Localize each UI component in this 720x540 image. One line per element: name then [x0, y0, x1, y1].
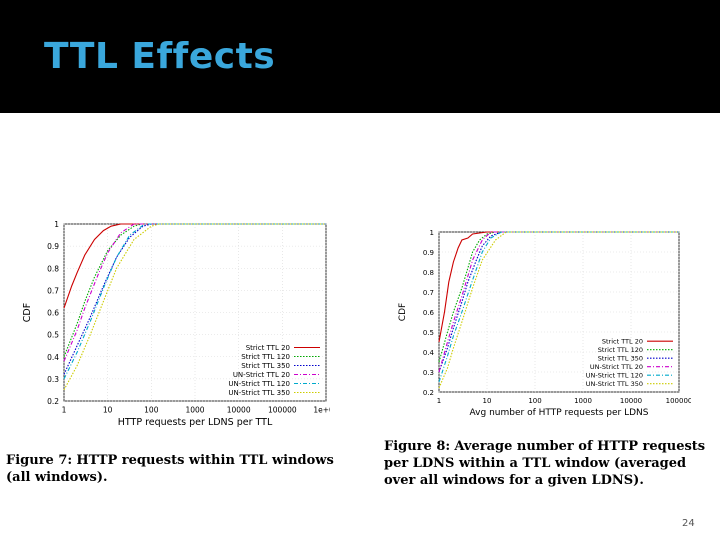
chart1-legend-label-2: Strict TTL 350 — [241, 362, 290, 370]
chart1-series-3-line — [63, 223, 326, 362]
chart1-ytick-label-5: 0.7 — [47, 286, 59, 295]
chart1-legend-label-1: Strict TTL 120 — [241, 353, 290, 361]
chart2-ylabel: CDF — [398, 303, 408, 321]
chart1-xtick-label-1: 10 — [103, 406, 113, 415]
chart1-legend-label-5: UN-Strict TTL 350 — [228, 389, 290, 397]
chart1-series-5-line — [63, 223, 326, 391]
figure7-caption: Figure 7: HTTP requests within TTL windo… — [6, 452, 358, 486]
chart1-xtick-label-0: 1 — [62, 406, 67, 415]
chart2-legend-label-5: UN-Strict TTL 350 — [586, 380, 643, 388]
chart1-ytick-label-2: 0.4 — [47, 353, 59, 362]
chart2-xlabel: Avg number of HTTP requests per LDNS — [470, 408, 649, 418]
chart2-xtick-label-3: 1000 — [574, 397, 592, 405]
chart1-ytick-label-6: 0.8 — [47, 264, 59, 273]
chart1-ytick-label-4: 0.6 — [47, 309, 59, 318]
chart2-legend-label-0: Strict TTL 20 — [602, 338, 643, 346]
chart2-ytick-label-5: 0.7 — [423, 289, 434, 297]
chart1-ytick-label-7: 0.9 — [47, 242, 59, 251]
chart1-ylabel: CDF — [22, 303, 33, 322]
chart1-ytick-label-1: 0.3 — [47, 375, 59, 384]
figure7-caption-text: HTTP requests within TTL windows (all wi… — [6, 453, 334, 485]
figure7-caption-label: Figure 7: — [6, 453, 73, 468]
chart2-legend-label-4: UN-Strict TTL 120 — [586, 372, 643, 380]
chart2-ytick-label-6: 0.8 — [423, 269, 434, 277]
chart2-xtick-label-0: 1 — [437, 397, 441, 405]
chart2-xtick-label-4: 10000 — [620, 397, 642, 405]
chart2-ytick-label-3: 0.5 — [423, 329, 434, 337]
chart2-ytick-label-7: 0.9 — [423, 249, 434, 257]
chart2-xtick-label-2: 100 — [528, 397, 541, 405]
figure8-caption: Figure 8: Average number of HTTP request… — [384, 438, 714, 489]
chart1-xtick-label-4: 10000 — [227, 406, 251, 415]
slide-title: TTL Effects — [44, 36, 276, 77]
chart1-xtick-label-2: 100 — [144, 406, 159, 415]
chart1-series-4-line — [63, 223, 326, 380]
chart2-ytick-label-4: 0.6 — [423, 309, 435, 317]
chart1-legend-label-4: UN-Strict TTL 120 — [228, 380, 290, 388]
chart2-series-5-line — [438, 231, 679, 389]
chart2-series-3-line — [438, 231, 679, 373]
chart2-xtick-label-5: 100000 — [666, 397, 691, 405]
chart2-ytick-label-1: 0.3 — [423, 369, 434, 377]
chart2-xtick-label-1: 10 — [483, 397, 492, 405]
page-number: 24 — [682, 518, 695, 529]
chart2-ytick-label-0: 0.2 — [423, 389, 434, 397]
chart2-series-0-line — [438, 231, 679, 343]
chart2-series-2-line — [438, 231, 679, 373]
chart1-xtick-label-6: 1e+06 — [313, 406, 330, 415]
chart2-legend-label-1: Strict TTL 120 — [598, 346, 643, 354]
figure7-chart: 0.2 0.3 0.4 0.5 0.6 0.7 0.8 0.9 1 1 10 100 1000 10000… — [22, 220, 330, 428]
chart2-ytick-label-2: 0.4 — [423, 349, 435, 357]
figure8-caption-label: Figure 8: — [384, 439, 451, 454]
slide-header: TTL Effects — [0, 0, 720, 113]
chart1-ytick-label-8: 1 — [54, 220, 59, 229]
chart1-ytick-label-3: 0.5 — [47, 331, 59, 340]
figure8-caption-text: Average number of HTTP requests per LDNS… — [384, 439, 706, 488]
chart2-legend-label-2: Strict TTL 350 — [598, 355, 643, 363]
chart1-legend-label-3: UN-Strict TTL 20 — [233, 371, 290, 379]
chart1-xtick-label-5: 100000 — [268, 406, 297, 415]
chart1-legend-label-0: Strict TTL 20 — [246, 344, 290, 352]
chart1-series-2-line — [63, 223, 326, 375]
chart1-ytick-label-0: 0.2 — [47, 397, 59, 406]
chart1-xlabel: HTTP requests per LDNS per TTL — [118, 417, 273, 428]
chart1-series-0-line — [63, 223, 326, 309]
figure8-chart: 0.2 0.3 0.4 0.5 0.6 0.7 0.8 0.9 1 1 10 100 1000 10000… — [398, 229, 691, 418]
chart1-xtick-label-3: 1000 — [185, 406, 204, 415]
chart2-legend-label-3: UN-Strict TTL 20 — [590, 363, 643, 371]
chart1-series-1-line — [63, 223, 326, 358]
chart2-ytick-label-8: 1 — [430, 229, 434, 237]
